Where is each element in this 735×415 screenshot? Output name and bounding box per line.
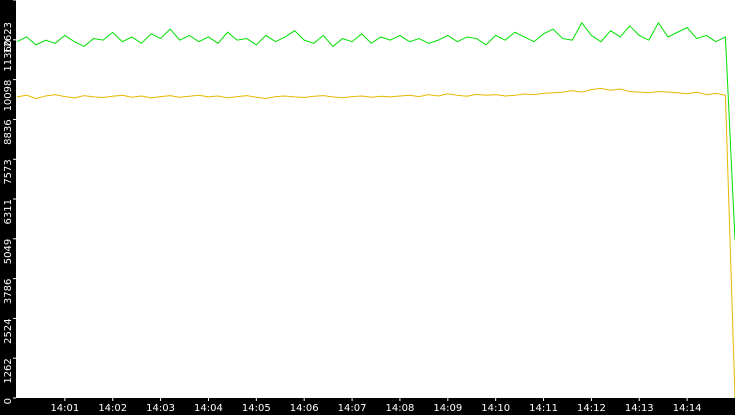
x-tick-label: 14:14 [673, 403, 702, 414]
x-tick-label: 14:10 [481, 403, 510, 414]
x-tick-label: 14:08 [386, 403, 415, 414]
x-tick-label: 14:12 [577, 403, 606, 414]
x-tick-label: 14:07 [338, 403, 367, 414]
y-tick-label: 7573 [3, 159, 14, 184]
y-tick-label: 3786 [3, 279, 14, 304]
x-tick-label: 14:11 [529, 403, 558, 414]
y-tick-label: 2524 [3, 318, 14, 343]
y-tick-label: 5049 [3, 239, 14, 264]
y-tick-label: 6311 [3, 199, 14, 224]
x-tick-label: 14:13 [625, 403, 654, 414]
x-tick-label: 14:01 [50, 403, 79, 414]
y-tick-label: 11360 [3, 40, 14, 72]
series-line [16, 21, 735, 241]
series-line [16, 87, 735, 399]
x-tick-label: 14:02 [98, 403, 127, 414]
x-axis-band [0, 398, 735, 415]
y-tick-label: 8836 [3, 119, 14, 144]
y-tick-label: 12623 [3, 22, 14, 54]
x-tick-label: 14:04 [194, 403, 223, 414]
x-tick-label: 14:06 [290, 403, 319, 414]
x-tick-label: 14:03 [146, 403, 175, 414]
y-tick-label: 10098 [3, 80, 14, 112]
y-axis-band [0, 0, 16, 415]
y-tick-label: 0 [3, 398, 14, 404]
x-tick-label: 14:05 [242, 403, 271, 414]
x-tick-label: 14:09 [433, 403, 462, 414]
y-tick-label: 1262 [3, 358, 14, 383]
